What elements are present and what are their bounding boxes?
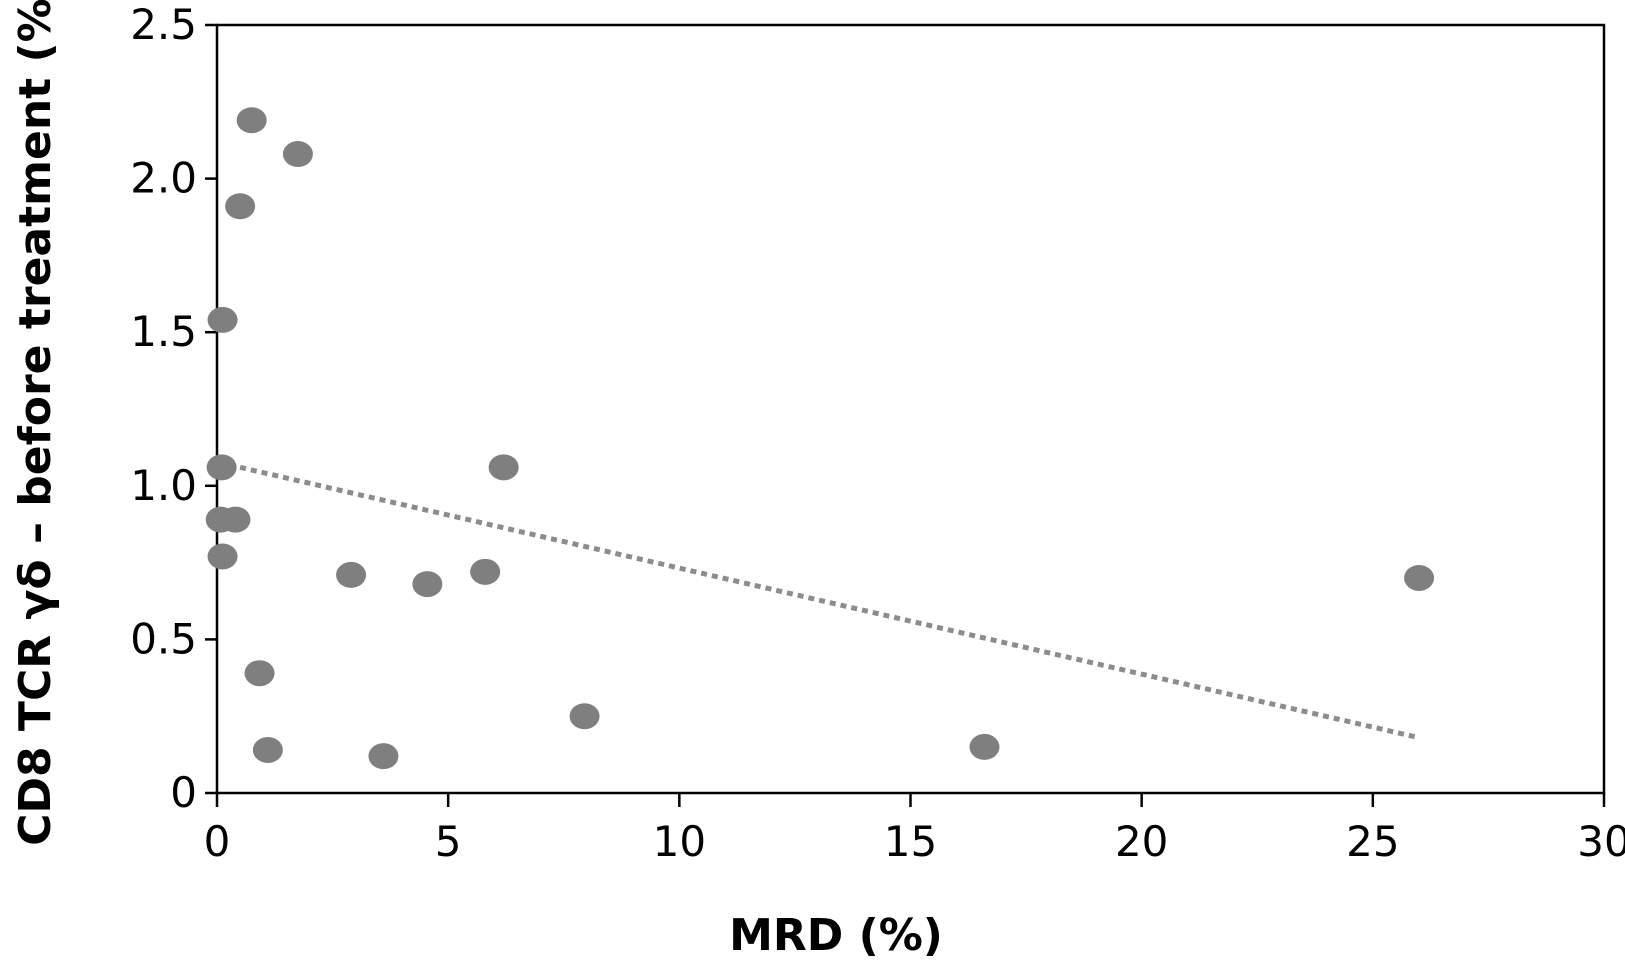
data-point xyxy=(244,660,275,687)
y-axis-title: CD8 TCR γδ – before treatment (%) xyxy=(10,0,61,846)
plot-area-frame xyxy=(215,23,1606,795)
data-point xyxy=(236,107,267,134)
x-tick-label: 5 xyxy=(435,817,462,866)
data-point xyxy=(225,193,256,220)
data-point xyxy=(412,571,443,598)
x-tick-label: 0 xyxy=(204,817,231,866)
y-tick-label: 0 xyxy=(170,768,197,817)
x-tick-label: 20 xyxy=(1115,817,1168,866)
x-tick-label: 15 xyxy=(884,817,937,866)
data-point xyxy=(470,558,501,585)
data-point xyxy=(207,543,238,570)
data-point xyxy=(207,306,238,333)
y-tick-label: 1.5 xyxy=(130,307,197,356)
x-tick-label: 25 xyxy=(1346,817,1399,866)
trendline xyxy=(239,464,1420,741)
data-point xyxy=(206,454,237,481)
data-point xyxy=(1404,564,1435,591)
y-tick-label: 0.5 xyxy=(130,614,197,663)
data-points xyxy=(205,107,1435,770)
x-tick-label: 10 xyxy=(653,817,706,866)
data-point xyxy=(488,454,519,481)
data-point xyxy=(252,736,283,763)
data-point xyxy=(368,743,399,770)
data-point xyxy=(336,561,367,588)
y-tick-label: 2.0 xyxy=(130,154,197,203)
y-axis: 0 0.5 1.0 1.5 2.0 2.5 xyxy=(130,0,217,817)
data-point xyxy=(282,141,313,168)
y-tick-label: 2.5 xyxy=(130,0,197,49)
trendline-layer xyxy=(239,464,1420,741)
x-tick-label: 30 xyxy=(1577,817,1625,866)
x-axis-title: MRD (%) xyxy=(729,910,943,961)
x-axis: 0 5 10 15 20 25 30 xyxy=(204,793,1625,866)
y-tick-label: 1.0 xyxy=(130,461,197,510)
data-point xyxy=(969,733,1000,760)
data-point xyxy=(220,506,251,533)
data-point xyxy=(569,703,600,730)
